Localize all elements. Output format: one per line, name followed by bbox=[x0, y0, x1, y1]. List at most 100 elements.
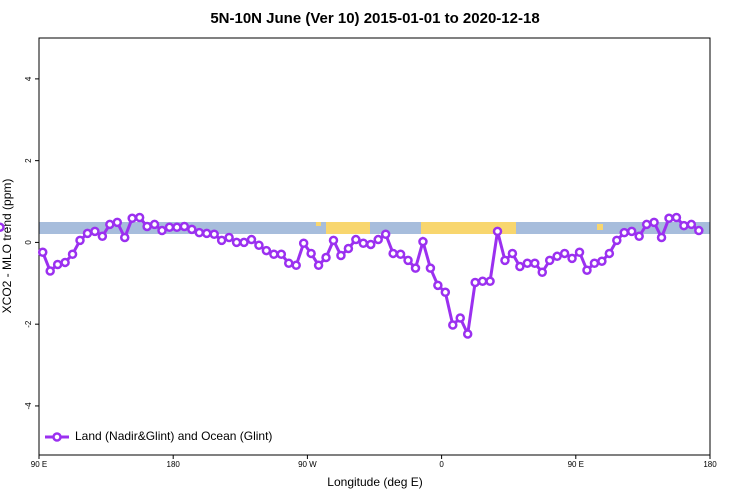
data-point bbox=[97, 231, 108, 242]
data-point bbox=[656, 232, 667, 243]
y-tick-label: 2 bbox=[24, 158, 33, 163]
data-point bbox=[507, 248, 518, 259]
data-point bbox=[440, 287, 451, 298]
data-point bbox=[321, 252, 331, 263]
data-point bbox=[485, 276, 495, 286]
data-point bbox=[612, 235, 622, 246]
data-point bbox=[448, 320, 458, 330]
data-point bbox=[582, 265, 592, 275]
x-tick-label: 90 E bbox=[568, 460, 584, 469]
series-line bbox=[41, 215, 700, 340]
data-point bbox=[269, 249, 279, 260]
data-point bbox=[470, 277, 480, 288]
data-point bbox=[127, 213, 137, 224]
plot-frame bbox=[38, 37, 711, 456]
data-point bbox=[276, 249, 287, 260]
data-point bbox=[291, 260, 301, 271]
data-point bbox=[254, 240, 264, 251]
data-point bbox=[239, 237, 249, 248]
data-point bbox=[589, 258, 600, 269]
x-tick-label: 180 bbox=[167, 460, 181, 469]
data-point bbox=[343, 243, 354, 254]
data-point bbox=[82, 228, 93, 239]
chart-title: 5N-10N June (Ver 10) 2015-01-01 to 2020-… bbox=[210, 10, 539, 27]
y-axis-label: XCO2 - MLO trend (ppm) bbox=[0, 179, 14, 314]
data-point bbox=[641, 219, 652, 230]
data-point bbox=[172, 222, 182, 233]
data-point bbox=[149, 219, 160, 230]
land-band bbox=[316, 222, 321, 226]
data-point bbox=[522, 258, 533, 269]
data-point bbox=[328, 235, 339, 246]
data-point bbox=[634, 231, 644, 242]
data-point bbox=[209, 229, 219, 239]
data-point bbox=[626, 226, 637, 237]
data-point bbox=[403, 255, 413, 266]
data-point bbox=[90, 226, 100, 237]
data-point bbox=[477, 276, 488, 286]
data-point bbox=[52, 259, 63, 270]
data-point bbox=[298, 238, 309, 248]
data-point bbox=[45, 266, 55, 276]
data-point bbox=[261, 245, 272, 256]
data-point bbox=[224, 232, 234, 243]
data-point bbox=[567, 253, 577, 264]
data-point bbox=[425, 263, 436, 273]
data-point bbox=[142, 221, 152, 232]
x-tick-label: 90 E bbox=[31, 460, 47, 469]
legend-marker bbox=[52, 432, 62, 442]
data-point bbox=[649, 217, 659, 228]
data-point bbox=[679, 220, 689, 231]
legend-label: Land (Nadir&Glint) and Ocean (Glint) bbox=[75, 429, 272, 443]
y-tick-label: -2 bbox=[24, 320, 33, 328]
data-point bbox=[313, 260, 324, 271]
data-point bbox=[164, 222, 175, 233]
data-point bbox=[455, 313, 465, 323]
data-point bbox=[500, 255, 510, 266]
land-ocean-band bbox=[39, 222, 710, 234]
data-point bbox=[179, 221, 190, 232]
data-point bbox=[433, 280, 443, 291]
data-point bbox=[366, 239, 376, 250]
data-point bbox=[664, 213, 674, 224]
data-point bbox=[75, 235, 85, 246]
data-point bbox=[37, 247, 48, 257]
data-point bbox=[216, 235, 227, 246]
data-point bbox=[604, 248, 615, 259]
data-point bbox=[492, 226, 503, 237]
data-point bbox=[515, 261, 525, 272]
land-band bbox=[597, 224, 603, 230]
x-tick-label: 180 bbox=[703, 460, 717, 469]
data-point bbox=[544, 255, 555, 266]
data-point bbox=[67, 249, 78, 260]
data-point bbox=[187, 224, 197, 235]
data-point bbox=[0, 222, 5, 233]
data-point bbox=[619, 227, 630, 238]
data-point bbox=[358, 238, 369, 248]
data-point bbox=[418, 236, 428, 247]
data-point bbox=[395, 249, 406, 260]
data-point bbox=[246, 234, 257, 245]
data-point bbox=[410, 263, 421, 273]
data-point bbox=[462, 329, 473, 339]
data-point bbox=[134, 212, 145, 223]
data-point bbox=[694, 225, 704, 236]
y-tick-label: 4 bbox=[24, 76, 33, 81]
data-point bbox=[306, 248, 316, 259]
data-point bbox=[351, 234, 361, 245]
data-point bbox=[671, 212, 682, 223]
y-tick-label: 0 bbox=[24, 240, 33, 245]
data-point bbox=[119, 232, 130, 243]
land-band bbox=[421, 222, 516, 234]
land-band bbox=[326, 222, 370, 234]
data-point bbox=[686, 219, 697, 230]
data-point bbox=[202, 228, 212, 239]
x-tick-label: 0 bbox=[439, 460, 444, 469]
data-point bbox=[559, 248, 570, 259]
data-point bbox=[284, 258, 294, 269]
data-point bbox=[194, 227, 205, 238]
data-point bbox=[112, 217, 123, 228]
data-point bbox=[552, 251, 562, 262]
data-point bbox=[105, 219, 115, 230]
data-point bbox=[574, 247, 585, 257]
